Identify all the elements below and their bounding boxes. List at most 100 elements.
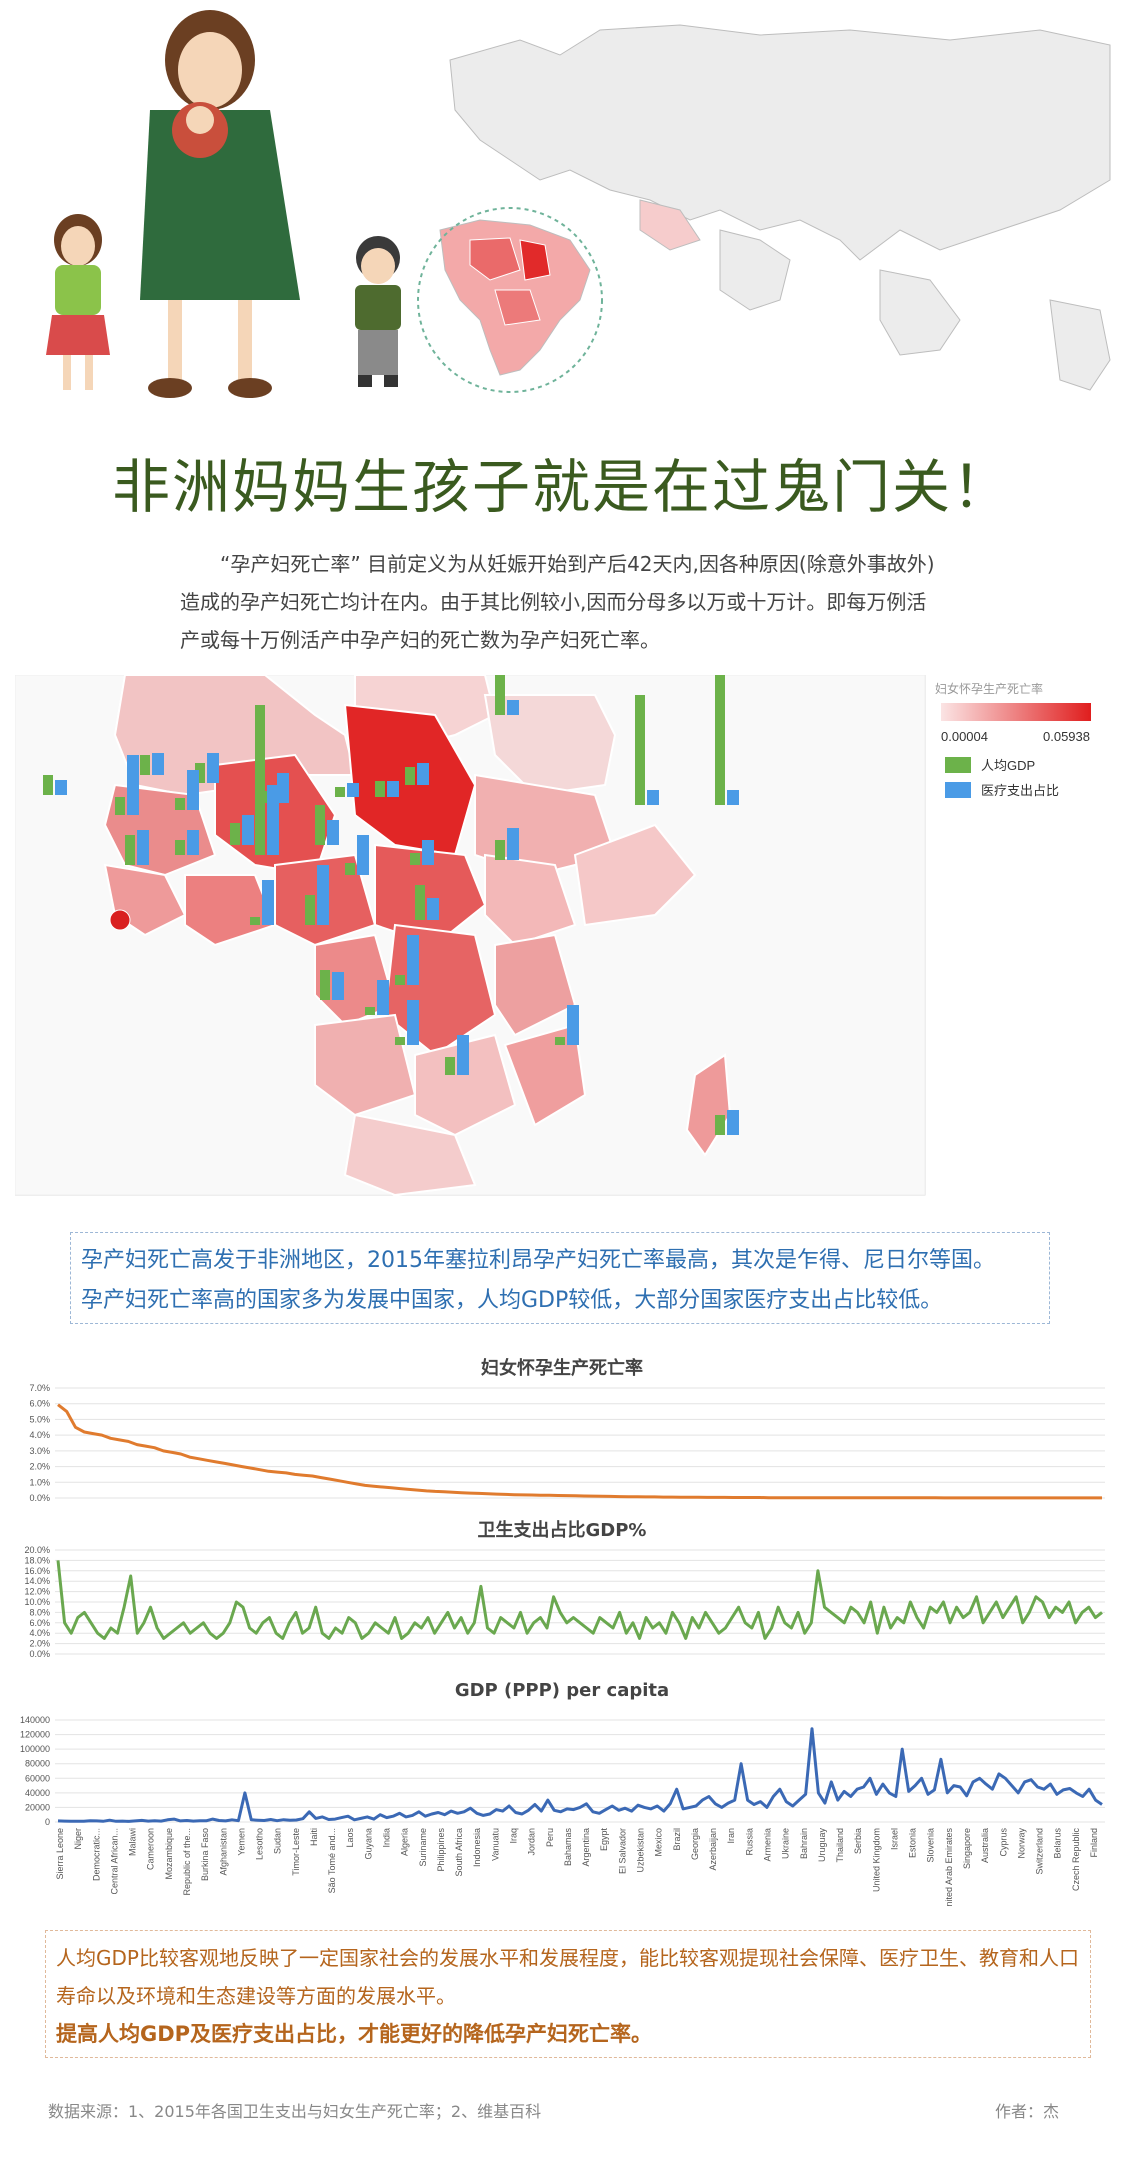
y-tick-label: 18.0% bbox=[24, 1555, 50, 1565]
x-tick-label: Australia bbox=[980, 1828, 990, 1863]
series-line bbox=[57, 1727, 1103, 1823]
mother-figure bbox=[140, 10, 300, 398]
x-tick-label: Bahrain bbox=[799, 1828, 809, 1859]
health-bar bbox=[332, 972, 344, 1000]
y-tick-label: 2.0% bbox=[29, 1462, 50, 1472]
health-bar bbox=[427, 898, 439, 920]
x-tick-label: Algeria bbox=[400, 1828, 410, 1856]
gdp-bar bbox=[315, 805, 325, 845]
x-tick-label: Singapore bbox=[962, 1828, 972, 1869]
y-tick-label: 0.0% bbox=[29, 1493, 50, 1503]
y-tick-label: 3.0% bbox=[29, 1446, 50, 1456]
girl-figure bbox=[46, 214, 110, 390]
health-bar bbox=[262, 880, 274, 925]
y-tick-label: 10.0% bbox=[24, 1597, 50, 1607]
legend-gdp-label: 人均GDP bbox=[981, 758, 1035, 773]
gdp-bar bbox=[635, 695, 645, 805]
x-tick-label: Afghanistan bbox=[218, 1828, 228, 1876]
y-tick-label: 7.0% bbox=[29, 1383, 50, 1393]
y-tick-label: 16.0% bbox=[24, 1566, 50, 1576]
gdp-bar bbox=[335, 787, 345, 797]
health-bar bbox=[347, 783, 359, 797]
gdp-bar bbox=[320, 970, 330, 1000]
gdp-bar bbox=[375, 781, 385, 797]
gdp-bar bbox=[43, 775, 53, 795]
x-tick-label: Republic of the... bbox=[182, 1828, 192, 1896]
health-bar bbox=[277, 773, 289, 803]
health-bar bbox=[207, 753, 219, 783]
health-bar bbox=[242, 815, 254, 845]
health-bar bbox=[187, 770, 199, 810]
y-tick-label: 12.0% bbox=[24, 1587, 50, 1597]
health-bar bbox=[137, 830, 149, 865]
legend-max: 0.05938 bbox=[1043, 729, 1090, 744]
x-tick-label: Georgia bbox=[690, 1828, 700, 1860]
x-tick-label: Guyana bbox=[363, 1828, 373, 1860]
chart-3-title: GDP (PPP) per capita bbox=[454, 1680, 670, 1701]
summary-line-1: 孕产妇死亡高发于非洲地区，2015年塞拉利昂孕产妇死亡率最高，其次是乍得、尼日尔… bbox=[81, 1248, 995, 1273]
gdp-bar bbox=[410, 853, 420, 865]
y-tick-label: 0.0% bbox=[29, 1649, 50, 1659]
y-tick-label: 20000 bbox=[25, 1802, 50, 1812]
header-illustration bbox=[46, 10, 1120, 410]
x-tick-label: Burkina Faso bbox=[200, 1828, 210, 1881]
y-tick-label: 2.0% bbox=[29, 1639, 50, 1649]
x-tick-label: Finland bbox=[1089, 1828, 1099, 1858]
y-tick-label: 0 bbox=[45, 1817, 50, 1827]
x-tick-label: Armenia bbox=[762, 1828, 772, 1862]
x-tick-label: India bbox=[382, 1828, 392, 1848]
conclusion-line-1: 人均GDP比较客观地反映了一定国家社会的发展水平和发展程度，能比较客观提现社会保… bbox=[56, 1946, 1079, 2008]
health-bar bbox=[422, 840, 434, 865]
y-tick-label: 40000 bbox=[25, 1788, 50, 1798]
gdp-bar bbox=[445, 1057, 455, 1075]
y-tick-label: 4.0% bbox=[29, 1430, 50, 1440]
summary-line-2: 孕产妇死亡率高的国家多为发展中国家，人均GDP较低，大部分国家医疗支出占比较低。 bbox=[81, 1288, 943, 1313]
y-tick-label: 1.0% bbox=[29, 1477, 50, 1487]
x-tick-label: Yemen bbox=[236, 1828, 246, 1856]
x-tick-label: Slovenia bbox=[926, 1828, 936, 1863]
health-bar bbox=[127, 755, 139, 815]
map-bars bbox=[43, 675, 739, 1135]
x-tick-label: Mozambique bbox=[164, 1828, 174, 1880]
gdp-bar bbox=[715, 675, 725, 805]
legend-gradient bbox=[941, 703, 1091, 721]
chart-health-spend: 20.0%18.0%16.0%14.0%12.0%10.0%8.0%6.0%4.… bbox=[24, 1545, 1105, 1659]
x-tick-label: Niger bbox=[73, 1828, 83, 1850]
x-tick-label: Argentina bbox=[581, 1828, 591, 1867]
health-bar bbox=[387, 781, 399, 797]
x-tick-label: Vanuatu bbox=[490, 1828, 500, 1861]
y-tick-label: 5.0% bbox=[29, 1414, 50, 1424]
x-tick-label: El Salvador bbox=[617, 1828, 627, 1874]
gdp-bar bbox=[195, 763, 205, 783]
x-tick-label: Timor-Leste bbox=[291, 1828, 301, 1876]
chart-2-title: 卫生支出占比GDP% bbox=[477, 1520, 647, 1541]
chart-gdp: 140000120000100000800006000040000200000S… bbox=[20, 1715, 1105, 1907]
health-bar bbox=[417, 763, 429, 785]
y-tick-label: 8.0% bbox=[29, 1607, 50, 1617]
x-tick-label: Ukraine bbox=[781, 1828, 791, 1859]
gdp-bar bbox=[175, 840, 185, 855]
y-tick-label: 140000 bbox=[20, 1715, 50, 1725]
health-bar bbox=[152, 753, 164, 775]
x-tick-label: Bahamas bbox=[563, 1828, 573, 1867]
gdp-bar bbox=[395, 975, 405, 985]
health-bar bbox=[187, 830, 199, 855]
gdp-bar bbox=[555, 1037, 565, 1045]
health-bar bbox=[507, 700, 519, 715]
series-line bbox=[57, 1403, 1102, 1500]
map-legend: 妇女怀孕生产死亡率 0.00004 0.05938 人均GDP 医疗支出占比 bbox=[935, 681, 1091, 798]
gdp-bar bbox=[230, 823, 240, 845]
x-tick-label: Cameroon bbox=[146, 1828, 156, 1870]
gdp-bar bbox=[405, 767, 415, 785]
x-tick-label: Uruguay bbox=[817, 1828, 827, 1863]
x-tick-label: Malawi bbox=[128, 1828, 138, 1856]
y-tick-label: 100000 bbox=[20, 1744, 50, 1754]
x-tick-label: Norway bbox=[1016, 1828, 1026, 1859]
x-tick-label: Suriname bbox=[418, 1828, 428, 1867]
health-bar bbox=[567, 1005, 579, 1045]
x-tick-label: Cyprus bbox=[998, 1828, 1008, 1857]
health-bar bbox=[457, 1035, 469, 1075]
x-tick-label: Sierra Leone bbox=[55, 1828, 65, 1880]
x-tick-label: Switzerland bbox=[1035, 1828, 1045, 1875]
boy-figure bbox=[355, 236, 401, 387]
